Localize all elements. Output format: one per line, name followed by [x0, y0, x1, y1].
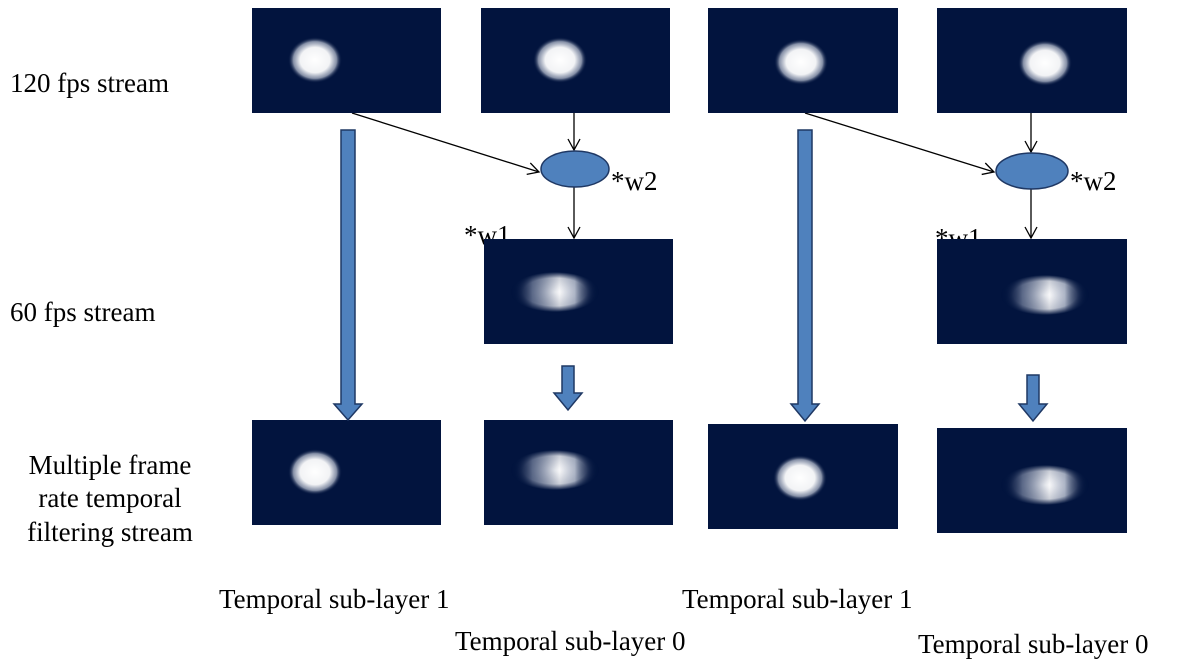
row-label-multi-line-1: Multiple frame [29, 450, 192, 480]
blurred-object [1000, 465, 1090, 505]
block-arrow-60fps-2 [1017, 374, 1049, 423]
connector-frame3-to-combiner2 [804, 112, 996, 176]
frame-60fps-2 [937, 239, 1127, 344]
sublayer1-label-1: Temporal sub-layer 1 [219, 584, 450, 614]
sublayer1-label-2: Temporal sub-layer 1 [682, 584, 913, 614]
frame-60fps-1 [484, 239, 673, 344]
row-label-120fps: 120 fps stream [10, 68, 169, 98]
sharp-object [288, 37, 342, 83]
block-arrows [332, 129, 1049, 423]
frames-multi-rate [252, 420, 1127, 533]
combiner-node-1 [540, 150, 610, 188]
frames-120fps [252, 8, 1127, 113]
sharp-object [288, 449, 342, 495]
block-arrow-passthrough-2 [789, 129, 821, 423]
frame-120fps-1 [252, 8, 441, 113]
frame-multi-4 [937, 428, 1127, 533]
blurred-object [510, 272, 600, 312]
frame-120fps-4 [937, 8, 1127, 113]
row-label-multi-line-3: filtering stream [27, 517, 193, 547]
connector-arrows [351, 112, 1038, 240]
frame-120fps-2 [481, 8, 670, 113]
block-arrow-passthrough-1 [332, 129, 364, 422]
frame-multi-3 [708, 424, 898, 529]
connector-frame1-to-combiner1 [351, 112, 541, 176]
sublayer0-label-1: Temporal sub-layer 0 [455, 626, 686, 656]
weight-w2-label-1: *w2 [611, 166, 658, 196]
sharp-object [773, 455, 827, 501]
row-label-60fps: 60 fps stream [10, 297, 155, 327]
sublayer0-label-2: Temporal sub-layer 0 [918, 629, 1149, 659]
block-arrow-60fps-1 [552, 365, 584, 412]
frames-60fps [484, 239, 1127, 344]
sharp-object [1018, 40, 1072, 86]
row-label-multi-rate: Multiple frame rate temporal filtering s… [27, 450, 193, 547]
sharp-object [533, 37, 587, 83]
frame-120fps-3 [708, 8, 898, 113]
row-label-multi-line-2: rate temporal [38, 483, 181, 513]
combiner-node-2 [995, 152, 1069, 190]
weight-w2-label-2: *w2 [1070, 166, 1117, 196]
frame-multi-2 [484, 420, 673, 525]
frame-multi-1 [252, 420, 441, 525]
blurred-object [1000, 275, 1090, 315]
blurred-object [510, 450, 600, 490]
sharp-object [774, 39, 828, 85]
